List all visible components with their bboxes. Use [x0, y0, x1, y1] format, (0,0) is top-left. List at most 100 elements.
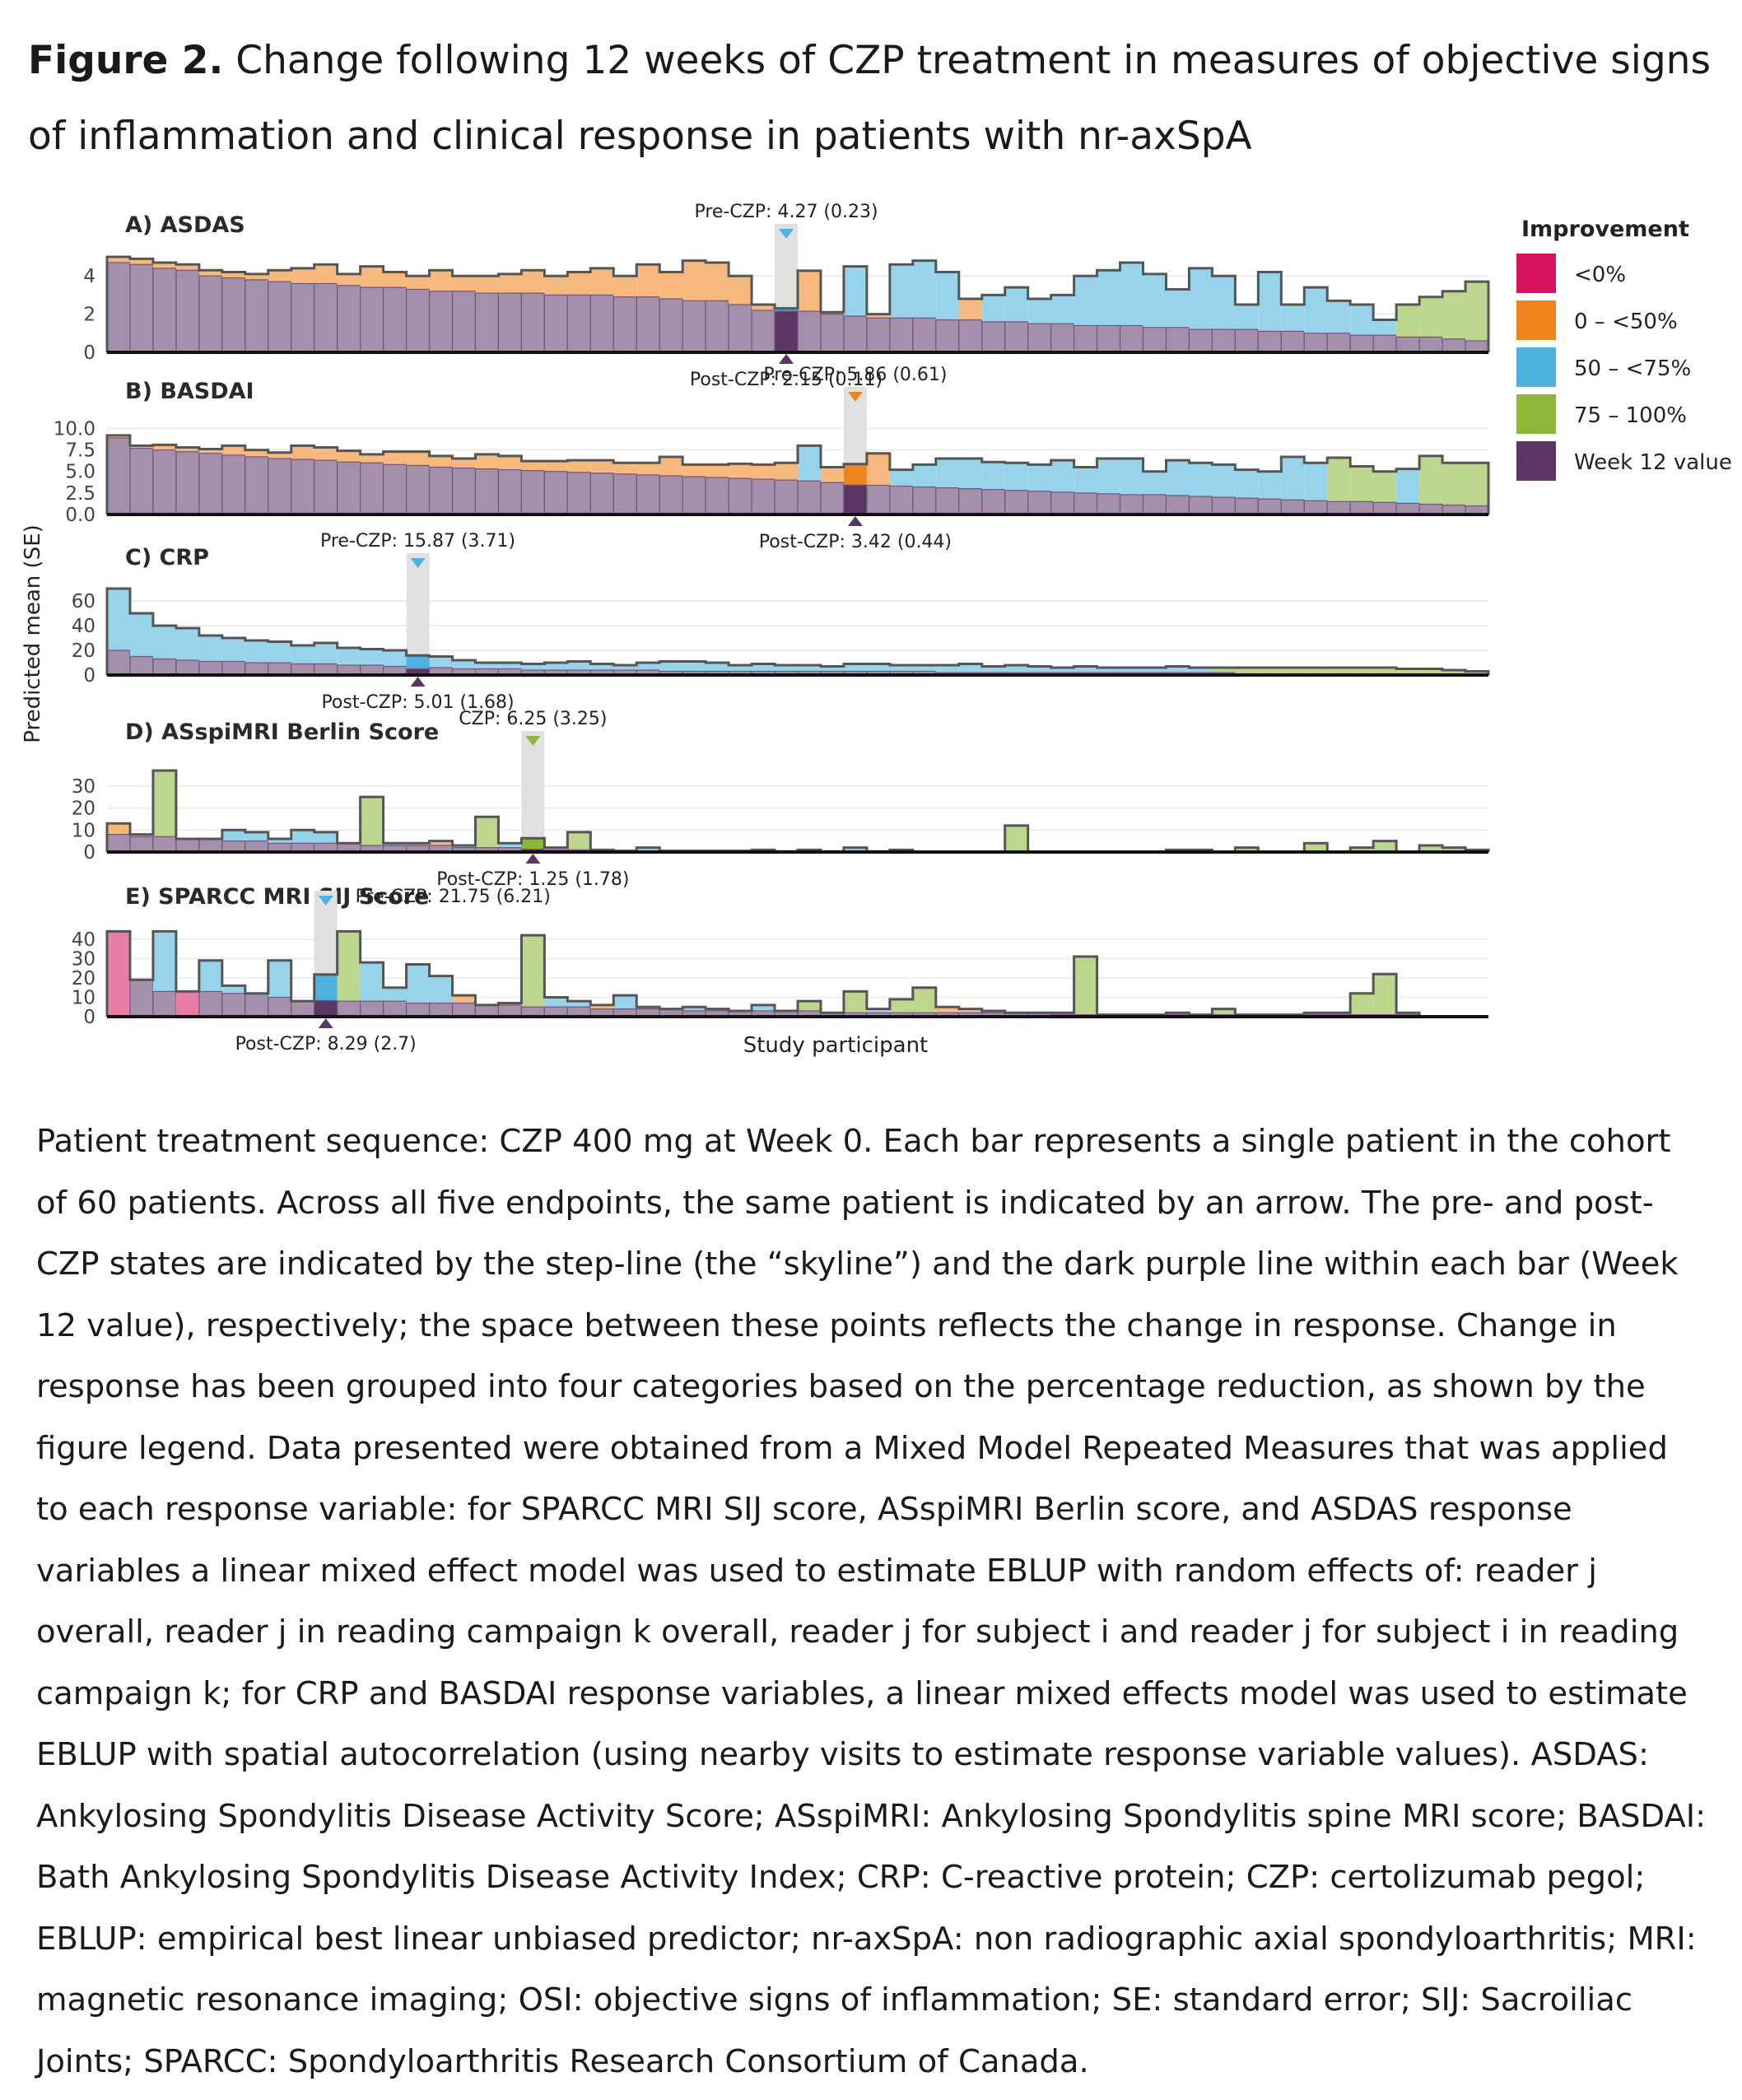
bar-improvement	[521, 838, 545, 850]
bar-week12	[751, 310, 776, 353]
bar-improvement	[406, 655, 430, 669]
bar-week12	[221, 993, 246, 1017]
bar-improvement	[268, 838, 291, 844]
bar-improvement	[1050, 668, 1074, 673]
bar-improvement	[498, 273, 522, 294]
bar-week12	[1395, 502, 1420, 515]
legend-label-lt0: <0%	[1574, 263, 1626, 287]
bar-improvement	[706, 262, 729, 301]
bar-improvement	[314, 643, 338, 664]
post-arrow-marker	[525, 854, 541, 864]
legend-swatch-0to50	[1516, 300, 1556, 340]
bar-improvement	[1143, 273, 1167, 328]
figure-title: Figure 2. Change following 12 weeks of C…	[28, 23, 1716, 175]
bar-improvement	[314, 974, 338, 1001]
bar-week12	[843, 315, 868, 353]
bar-improvement	[1189, 668, 1213, 673]
bar-improvement	[798, 1001, 821, 1011]
bar-week12	[958, 319, 983, 353]
y-tick-label: 0	[83, 665, 95, 687]
bar-improvement	[337, 648, 361, 665]
skyline	[105, 929, 1488, 1018]
post-arrow-marker	[847, 516, 863, 526]
bar-improvement	[198, 636, 222, 662]
bar-improvement	[1143, 668, 1167, 673]
bar-improvement	[889, 665, 913, 672]
bar-improvement	[1350, 668, 1374, 674]
bar-improvement	[613, 463, 637, 474]
bar-week12	[981, 489, 1006, 515]
bar-improvement	[175, 628, 199, 660]
annot-post: Post-CZP: 5.01 (1.68)	[321, 692, 514, 713]
bar-week12	[682, 476, 706, 515]
bar-improvement	[1235, 305, 1259, 330]
bar-improvement	[198, 449, 222, 454]
bar-improvement	[1189, 268, 1213, 330]
bar-improvement	[544, 276, 568, 296]
bar-improvement	[245, 831, 268, 841]
bar-improvement	[1396, 305, 1420, 338]
bar-week12	[106, 437, 131, 515]
bar-improvement	[798, 665, 821, 672]
bar-week12	[221, 277, 246, 353]
skyline	[105, 255, 1490, 352]
bar-improvement	[1027, 464, 1051, 491]
bar-improvement	[935, 1007, 959, 1013]
bar-improvement	[429, 840, 453, 845]
bar-week12	[543, 471, 568, 515]
bar-improvement	[383, 272, 407, 288]
bar-week12	[1096, 324, 1121, 353]
bar-improvement	[1050, 460, 1074, 492]
bar-improvement	[866, 664, 890, 672]
figure-chart: A) ASDAS 0 2 4 Pre-CZP: 4.27 (0.23) Post-CZP:…	[21, 202, 1732, 1058]
bar-improvement	[1419, 296, 1443, 338]
bar-improvement	[752, 1004, 776, 1011]
bar-week12	[1280, 330, 1305, 353]
bar-improvement	[1281, 305, 1305, 332]
bar-week12	[1211, 328, 1236, 353]
x-axis-title: Study participant	[743, 1033, 929, 1058]
bar-improvement	[1166, 289, 1190, 328]
bar-improvement	[221, 445, 245, 455]
bar-week12	[728, 477, 752, 515]
bar-week12	[268, 281, 292, 353]
bar-improvement	[590, 268, 614, 296]
bar-improvement	[889, 264, 913, 319]
bar-improvement	[152, 262, 176, 268]
bar-week12	[198, 275, 223, 353]
bar-week12	[797, 480, 822, 515]
bar-improvement	[1258, 272, 1282, 332]
y-tick-label: 2.5	[65, 483, 95, 505]
bar-week12	[728, 304, 752, 353]
bar-week12	[1142, 494, 1167, 515]
panel-crp: C) CRP 0 20 40 60 Pre-CZP: 15.87 (3.71) Post-C…	[72, 531, 1490, 713]
bar-improvement	[682, 661, 706, 672]
annot-post: Post-CZP: 1.25 (1.78)	[436, 869, 629, 890]
bar-week12	[337, 1000, 361, 1017]
bar-improvement	[866, 1008, 890, 1013]
bar-improvement	[475, 817, 499, 848]
bar-improvement	[107, 257, 130, 263]
bar-week12	[1257, 498, 1282, 515]
skyline	[105, 587, 1490, 675]
bar-improvement	[659, 661, 683, 672]
bar-improvement	[1350, 993, 1374, 1015]
bar-improvement	[590, 460, 614, 473]
bar-improvement	[1304, 463, 1328, 501]
bar-improvement	[958, 1008, 982, 1013]
bar-improvement	[1004, 287, 1028, 322]
bar-week12	[314, 999, 338, 1017]
legend-label-0to50: 0 – <50%	[1574, 310, 1678, 334]
bar-week12	[935, 487, 960, 515]
bar-improvement	[1396, 668, 1420, 674]
bar-improvement	[912, 464, 936, 487]
bar-improvement	[291, 445, 314, 460]
bar-improvement	[107, 435, 130, 438]
bar-improvement	[360, 962, 384, 1002]
legend-label-week12: Week 12 value	[1574, 450, 1732, 475]
bar-week12	[843, 484, 868, 515]
panel-title-crp: C) CRP	[125, 545, 209, 570]
y-tick-label: 10	[72, 820, 95, 841]
bar-improvement	[752, 464, 776, 480]
bar-improvement	[1281, 456, 1305, 501]
